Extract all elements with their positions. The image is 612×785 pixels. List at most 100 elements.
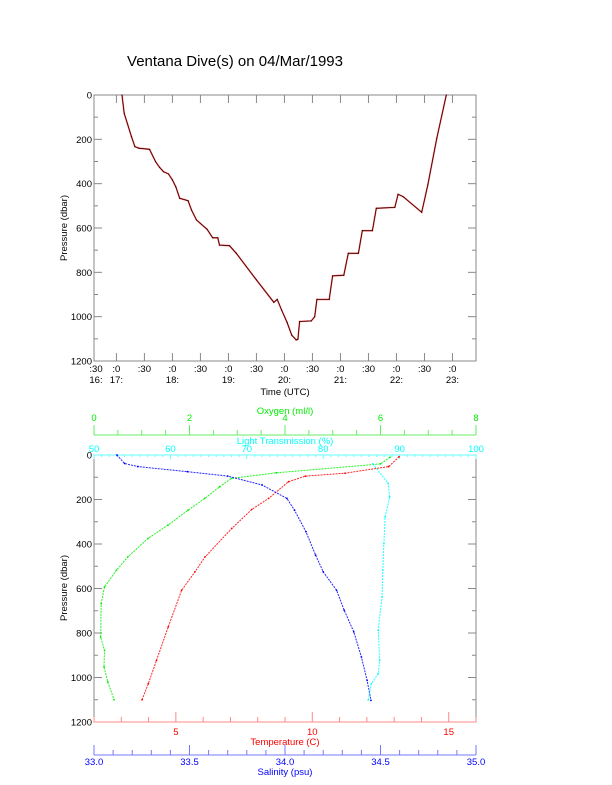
oxygen-profile-point (218, 485, 221, 488)
salinity-profile-point (370, 699, 372, 702)
x-tick-label-minute: :0 (224, 364, 232, 375)
dive-track-point (121, 94, 123, 96)
salinity-profile-point (305, 530, 307, 533)
salinity-profile-point (123, 462, 126, 465)
x-tick-label-hour: 18: (166, 375, 179, 386)
light-profile-point (371, 463, 374, 465)
salinity-profile-point (366, 679, 369, 682)
salinity-profile-point (352, 630, 355, 633)
dive-track-point (158, 166, 161, 168)
x-tick-label-minute: :30 (194, 364, 207, 375)
dive-track-point (281, 309, 283, 311)
light-tick-label: 70 (242, 444, 253, 455)
x-tick-label-minute: :30 (362, 364, 375, 375)
oxygen-profile-point (230, 477, 233, 480)
y-tick-label: 1000 (71, 312, 92, 323)
oxygen-tick-label: 2 (187, 413, 192, 424)
salinity-profile-point (343, 609, 346, 612)
x-tick-label-minute: :0 (280, 364, 288, 375)
dive-track-point (190, 209, 193, 211)
dive-track-point (397, 193, 399, 195)
dive-track-point (255, 279, 258, 281)
oxygen-profile-point (103, 649, 106, 652)
oxygen-axis-title: Oxygen (ml/l) (257, 406, 313, 417)
dive-track-point (187, 200, 189, 202)
temperature-profile-point (141, 698, 143, 701)
x-tick-label-hour: 22: (390, 375, 403, 386)
light-profile-point (367, 698, 370, 701)
oxygen-profile-point (275, 471, 278, 474)
salinity-profile-point (186, 470, 189, 473)
dive-track-point (298, 320, 301, 323)
salinity-tick-label: 34.0 (276, 757, 295, 768)
oxygen-tick-label: 6 (378, 413, 383, 424)
light-tick-label: 60 (165, 444, 176, 455)
dive-track-point (123, 112, 125, 114)
light-profile-point (381, 596, 383, 598)
y-tick-label: 1000 (71, 673, 92, 684)
oxygen-tick-label: 0 (91, 413, 96, 424)
oxygen-profile-point (103, 666, 105, 668)
temperature-profile-point (204, 556, 206, 558)
temperature-profile-point (267, 497, 270, 500)
y-tick-label: 200 (76, 495, 92, 506)
temperature-tick-label: 5 (173, 727, 178, 738)
dive-track-point (130, 136, 133, 138)
light-tick-label: 90 (394, 444, 405, 455)
dive-track-point (295, 339, 297, 341)
light-profile-point (377, 629, 380, 632)
dive-track-line-overlay (121, 94, 448, 341)
y-tick-label: 200 (76, 135, 92, 146)
x-tick-label-minute: :30 (306, 364, 319, 375)
dive-track-point (138, 147, 140, 149)
light-profile-point (383, 542, 385, 545)
oxygen-profile-point (106, 681, 109, 683)
oxygen-profile-point (100, 602, 103, 605)
oxygen-profile-point (99, 636, 102, 638)
salinity-profile-point (293, 509, 296, 512)
dive-track-point (421, 211, 423, 213)
dive-track-point (206, 228, 208, 230)
dive-track-point (276, 298, 278, 300)
x-tick-label-minute: :0 (392, 364, 400, 375)
dive-track-point (286, 322, 288, 324)
temperature-profile-point (344, 472, 346, 475)
dive-track-point (179, 197, 181, 199)
light-profile-point (370, 682, 373, 685)
top-plot-frame (93, 94, 477, 362)
dive-track-point (134, 146, 136, 148)
y-tick-label: 0 (87, 451, 92, 462)
x-tick-label-minute: :30 (138, 364, 151, 375)
oxygen-profile-point (379, 463, 382, 465)
y-tick-label: 600 (76, 584, 92, 595)
salinity-profile-point (226, 475, 229, 478)
dive-track-point (212, 237, 214, 239)
temperature-profile-point (250, 508, 253, 511)
light-profile-point (378, 659, 381, 662)
salinity-profile-point (261, 484, 263, 486)
x-tick-label-minute: :30 (89, 364, 102, 375)
salinity-tick-label: 33.0 (85, 757, 104, 768)
temperature-profile-point (180, 589, 183, 592)
x-tick-label-hour: 23: (446, 375, 459, 386)
dive-track-point (218, 244, 221, 246)
temperature-profile-point (304, 475, 307, 478)
dive-track-point (171, 179, 174, 181)
dive-track-point (235, 252, 237, 254)
oxygen-profile-point (167, 524, 169, 526)
x-tick-label-hour: 19: (222, 375, 235, 386)
x-tick-label-minute: :30 (418, 364, 431, 375)
dive-track-point (347, 252, 349, 254)
temperature-profile-point (167, 626, 170, 628)
temperature-profile-point (387, 465, 390, 468)
light-tick-label: 50 (89, 444, 100, 455)
salinity-profile-point (286, 497, 288, 500)
dive-track-point (371, 230, 373, 232)
oxygen-tick-label: 8 (473, 413, 478, 424)
dive-track-point (167, 173, 170, 175)
temperature-profile-line (141, 456, 400, 700)
bottom-plot-frame (93, 454, 477, 723)
dive-track-point (217, 237, 219, 239)
light-tick-label: 100 (468, 444, 484, 455)
y-tick-label: 1200 (71, 718, 92, 729)
